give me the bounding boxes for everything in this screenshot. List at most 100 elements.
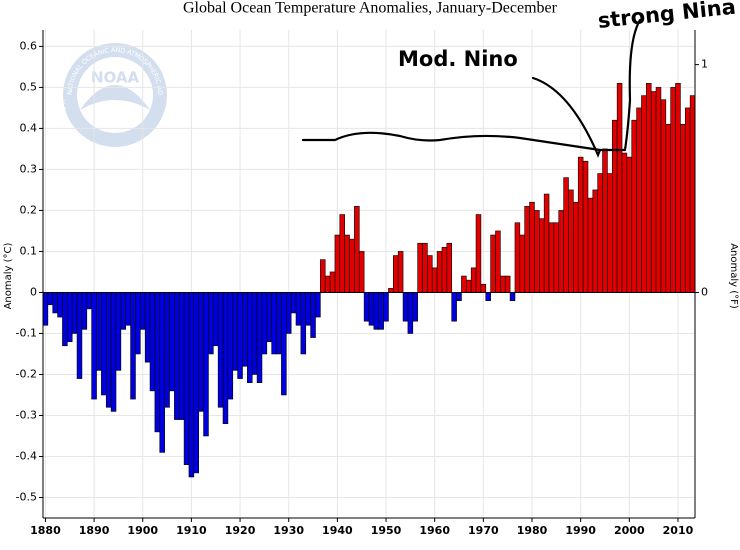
bar (509, 292, 516, 301)
bar (290, 292, 297, 314)
x-tick-label: 1910 (176, 524, 207, 537)
x-tick-label: 1990 (565, 524, 596, 537)
bar (597, 173, 603, 293)
bar (130, 292, 136, 400)
bar (538, 218, 545, 293)
bar (76, 292, 83, 379)
x-tick-label: 2000 (614, 524, 645, 537)
y-tick-label: 0 (30, 285, 37, 298)
bar (358, 251, 365, 293)
bar (174, 292, 180, 420)
bar (86, 292, 92, 310)
bar (548, 222, 555, 293)
x-tick-label: 1970 (468, 524, 499, 537)
bar (62, 292, 68, 347)
bar (422, 242, 428, 293)
bar (563, 177, 569, 293)
plot: 0.6 0.5 0.4 0.3 0.2 0.1 0 -0.1 -0.2 -0.3 -0.4 -0.5 1… (16, 30, 708, 537)
bar (344, 234, 350, 293)
bar (339, 214, 345, 293)
bar (373, 292, 380, 330)
bar (480, 283, 487, 293)
y2-tick-label: 0 (701, 285, 708, 298)
bar (573, 201, 579, 293)
logo-name: NOAA (91, 69, 140, 87)
bar (208, 292, 214, 355)
y-tick-label: -0.3 (16, 408, 37, 421)
ink-line (531, 76, 627, 158)
bar (592, 189, 598, 293)
bar (144, 292, 151, 363)
x-tick-label: 1980 (517, 524, 548, 537)
bar (178, 292, 185, 420)
bar (281, 292, 287, 396)
bar (490, 234, 496, 293)
bar (475, 214, 482, 293)
bar (67, 292, 73, 342)
bar (470, 267, 477, 293)
bar (650, 91, 657, 293)
annotation: Mod. Nino (398, 47, 518, 71)
bar (485, 292, 491, 301)
bar (271, 292, 277, 355)
bar (665, 124, 671, 293)
bar (500, 275, 506, 293)
bar (582, 160, 589, 293)
bar (407, 292, 414, 334)
bar (310, 292, 316, 338)
bar (227, 292, 234, 400)
bar (285, 292, 292, 334)
bar (232, 292, 238, 371)
x-tick-label: 1920 (225, 524, 256, 537)
bar (631, 119, 637, 293)
bar (110, 292, 117, 412)
x-tick-label: 1930 (273, 524, 304, 537)
bar (183, 292, 190, 465)
bar (305, 292, 311, 326)
bar (251, 292, 258, 375)
bar (276, 292, 282, 355)
bar (393, 255, 399, 293)
bar (193, 292, 200, 474)
bar (519, 234, 526, 293)
bar (354, 206, 360, 293)
bar (655, 87, 662, 293)
bar (397, 251, 404, 293)
bar (577, 156, 584, 293)
bar (295, 292, 302, 326)
bar (242, 292, 248, 367)
bar (388, 288, 394, 293)
bar (621, 152, 628, 293)
bar (641, 95, 647, 293)
ink-line (623, 18, 642, 152)
bar (222, 292, 229, 424)
bar (436, 251, 443, 293)
bar (300, 292, 307, 355)
y-tick-label: 0.2 (20, 203, 38, 216)
y-tick-label: -0.4 (16, 449, 37, 462)
bar (616, 83, 623, 293)
bar (378, 292, 384, 330)
bar (140, 292, 146, 330)
bar (329, 271, 336, 293)
bar (529, 201, 535, 293)
bar (680, 124, 686, 293)
bar (466, 279, 472, 293)
bar (57, 292, 63, 318)
bar (217, 292, 224, 408)
bar (534, 210, 540, 293)
bar (105, 292, 112, 408)
bar (383, 292, 389, 322)
y-tick-label: 0.6 (20, 39, 38, 52)
y-tick-label: 0.3 (20, 162, 38, 175)
ink-line (301, 131, 602, 152)
bar (636, 107, 642, 293)
annotation: strong Nina (597, 0, 737, 33)
x-tick-label: 1880 (30, 524, 61, 537)
y-tick-label: 0.1 (20, 244, 38, 257)
bar (261, 292, 268, 355)
bar (47, 292, 54, 306)
bar (203, 292, 209, 437)
x-tick-label: 1940 (322, 524, 353, 537)
